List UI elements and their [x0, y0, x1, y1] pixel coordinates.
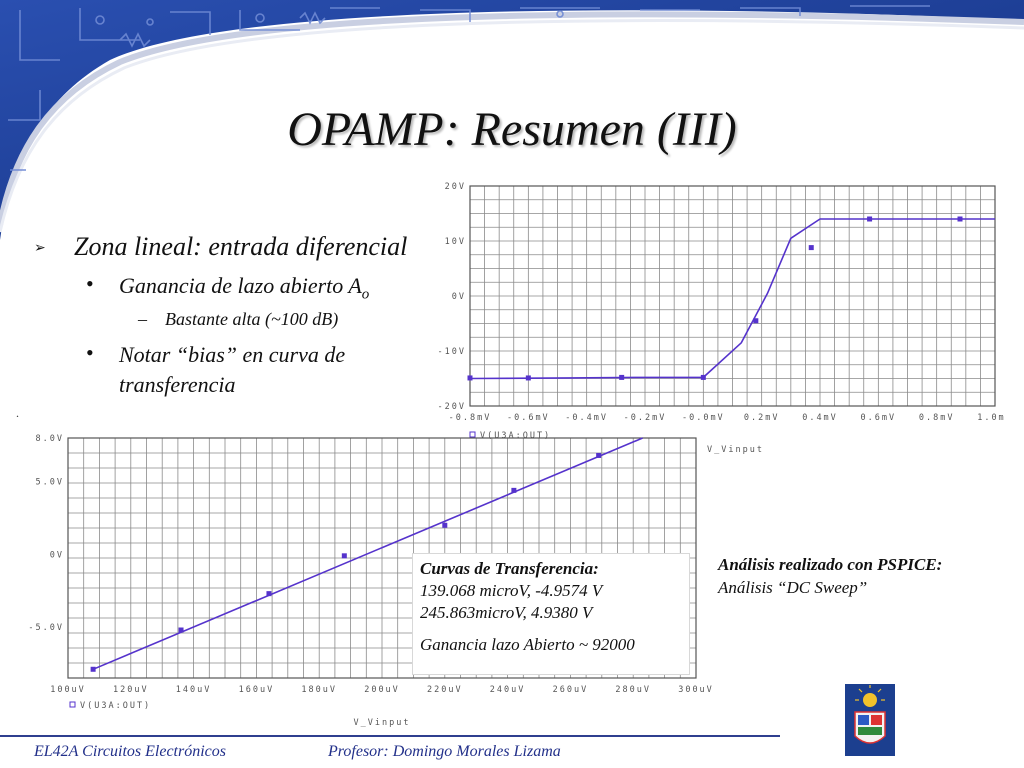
series-marker: [266, 591, 272, 597]
pspice-note: Análisis realizado con PSPICE: Análisis …: [718, 553, 942, 599]
x-tick-label: 0.6mV: [861, 413, 897, 423]
x-tick-label: 220uV: [427, 685, 463, 695]
footer-divider: [0, 735, 780, 737]
legend-label: V(U3A:OUT): [480, 431, 551, 441]
x-tick-label: -0.4mV: [565, 413, 608, 423]
top-chart-svg: -0.8mV -0.6mV -0.4mV -0.2mV -0.0mV 0.2mV 0.4mV…: [438, 182, 1005, 441]
pspice-note-heading: Análisis realizado con PSPICE:: [718, 555, 943, 574]
bullet-ganancia-text: Ganancia de lazo abierto A: [119, 273, 362, 298]
series-marker: [178, 627, 184, 633]
y-tick-label: -20V: [438, 402, 466, 412]
x-tick-label: -0.8mV: [449, 413, 492, 423]
bullet-bastante-alta-text: Bastante alta (~100 dB): [165, 309, 339, 329]
dot-bullet-icon: •: [86, 271, 94, 296]
transfer-point-1: 139.068 microV, -4.9574 V: [420, 581, 603, 600]
series-marker: [467, 375, 473, 381]
stray-dot: .: [16, 406, 19, 420]
x-axis-label: V_Vinput: [354, 718, 411, 728]
series-line: [469, 218, 995, 380]
y-tick-label: -10V: [438, 347, 466, 357]
x-tick-label: 1.0mV: [977, 413, 1005, 423]
bullet-zona-lineal: Zona lineal: entrada diferencial: [74, 232, 408, 261]
legend-marker-icon: [469, 431, 476, 438]
x-tick-label: 0.2mV: [744, 413, 780, 423]
series-line: [92, 437, 643, 671]
transfer-curves-box: Curvas de Transferencia: 139.068 microV,…: [412, 553, 690, 675]
x-tick-label: -0.0mV: [682, 413, 725, 423]
open-loop-gain: Ganancia lazo Abierto ~ 92000: [420, 635, 635, 654]
x-tick-label: 260uV: [553, 685, 589, 695]
x-tick-label: 200uV: [364, 685, 400, 695]
series-marker: [619, 374, 625, 380]
y-tick-label: 8.0V: [36, 434, 64, 444]
footer-professor: Profesor: Domingo Morales Lizama: [328, 743, 561, 760]
series-marker: [596, 452, 602, 458]
y-tick-label: 20V: [445, 182, 466, 192]
plot-frame: [469, 185, 996, 407]
series-marker: [808, 245, 814, 251]
legend-marker-icon: [69, 701, 76, 708]
series-marker: [90, 666, 96, 672]
x-tick-label: 280uV: [615, 685, 651, 695]
bullet-ganancia-subscript: o: [361, 286, 370, 303]
legend-label: V(U3A:OUT): [80, 701, 151, 711]
series-marker: [442, 522, 448, 528]
x-tick-label: -0.6mV: [507, 413, 550, 423]
slide-title: OPAMP: Resumen (III): [287, 103, 737, 156]
series-marker: [525, 375, 531, 381]
x-tick-label: 140uV: [176, 685, 212, 695]
series-marker: [867, 216, 873, 222]
header-banner: [0, 0, 1024, 240]
university-crest-logo: [845, 684, 895, 756]
x-tick-label: -0.2mV: [624, 413, 667, 423]
top-chart-x-axis-label: V_Vinput: [707, 445, 764, 455]
pspice-note-line: Análisis “DC Sweep”: [718, 578, 868, 597]
x-tick-label: 160uV: [239, 685, 275, 695]
x-tick-label: 120uV: [113, 685, 149, 695]
series-marker: [753, 318, 759, 324]
arrow-bullet-icon: ➢: [34, 241, 46, 256]
footer-course: EL42A Circuitos Electrónicos: [34, 743, 226, 760]
y-tick-label: 0V: [50, 550, 64, 560]
y-tick-label: 5.0V: [36, 478, 64, 488]
x-tick-label: 0.4mV: [802, 413, 838, 423]
x-tick-label: 180uV: [301, 685, 337, 695]
x-tick-label: 0.8mV: [919, 413, 955, 423]
plot-frame: [67, 437, 697, 679]
transfer-curves-heading: Curvas de Transferencia:: [420, 559, 599, 578]
x-tick-label: 100uV: [50, 685, 86, 695]
top-transfer-chart: -0.8mV -0.6mV -0.4mV -0.2mV -0.0mV 0.2mV 0.4mV…: [425, 176, 1005, 456]
transfer-point-2: 245.863microV, 4.9380 V: [420, 603, 593, 622]
bullet-notar-line2: transferencia: [119, 372, 236, 397]
series-marker: [700, 374, 706, 380]
y-tick-label: 0V: [452, 292, 466, 302]
bullet-notar-line1: Notar “bias” en curva de: [119, 342, 346, 367]
dash-bullet-icon: –: [138, 309, 147, 329]
y-tick-label: 10V: [445, 237, 466, 247]
dot-bullet-icon: •: [86, 340, 94, 365]
series-marker: [511, 487, 517, 493]
series-marker: [957, 216, 963, 222]
x-tick-label: 240uV: [490, 685, 526, 695]
y-tick-label: -5.0V: [28, 623, 64, 633]
series-marker: [341, 553, 347, 559]
x-tick-label: 300uV: [678, 685, 714, 695]
